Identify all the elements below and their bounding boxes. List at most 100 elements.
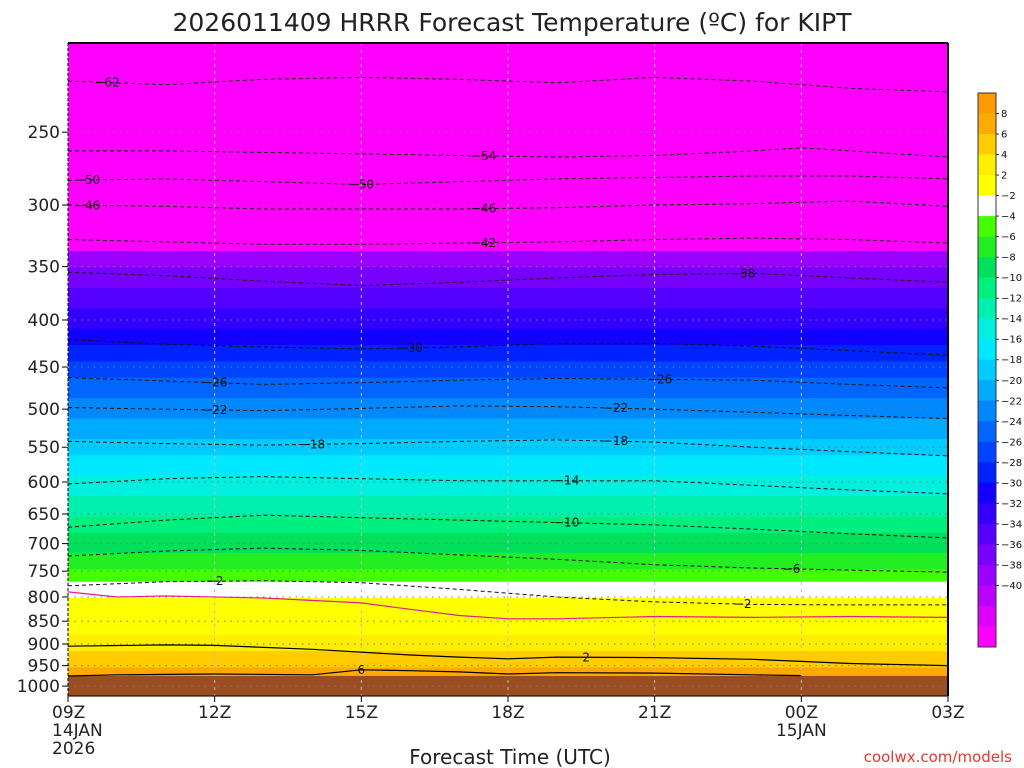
fill-band	[68, 626, 948, 632]
contour-lines: −62−54−50 −50−46 −46−42−38−30−26 −26−22 −22−…	[67, 76, 949, 677]
fill-band	[68, 353, 948, 358]
colorbar-swatch	[978, 441, 996, 463]
fill-band	[68, 418, 948, 424]
colorbar-label: −24	[1001, 417, 1022, 428]
colorbar-label: 8	[1001, 109, 1007, 120]
y-tick-label: 950	[28, 657, 60, 677]
fill-band	[68, 226, 948, 232]
y-tick-label: 500	[28, 400, 60, 420]
contour-label: −18	[603, 434, 628, 448]
fill-band	[68, 373, 948, 379]
fill-band	[68, 516, 948, 522]
fill-band	[68, 283, 948, 289]
fill-band	[68, 79, 948, 85]
fill-band	[68, 467, 948, 473]
fill-band	[68, 59, 948, 65]
fill-band	[68, 598, 948, 603]
contour-label: −50	[349, 178, 374, 192]
colorbar-label: 6	[1001, 130, 1007, 141]
colorbar-swatch	[978, 626, 996, 648]
fill-band	[68, 108, 948, 113]
y-tick-label: 550	[28, 438, 60, 458]
fill-band	[68, 451, 948, 456]
colorbar-swatch	[978, 462, 996, 484]
fill-band	[68, 410, 948, 415]
contour-line-solid	[67, 644, 949, 667]
fill-band	[68, 324, 948, 330]
colorbar-swatch	[978, 134, 996, 155]
x-tick-year: 2026	[52, 739, 95, 759]
fill-band	[68, 340, 948, 346]
colorbar-label: −30	[1001, 478, 1022, 489]
colorbar-swatch	[978, 236, 996, 258]
y-tick-label: 250	[28, 123, 60, 143]
fill-band	[68, 275, 948, 281]
contour-label: −6	[783, 562, 801, 576]
fill-band	[68, 500, 948, 505]
contour-label: −42	[471, 236, 496, 250]
y-tick-label: 900	[28, 635, 60, 655]
fill-band	[68, 667, 948, 673]
y-tick-label: 700	[28, 535, 60, 555]
y-tick-label: 650	[28, 505, 60, 525]
fill-band	[68, 442, 948, 448]
fill-band	[68, 198, 948, 203]
fill-band	[68, 47, 948, 52]
colorbar-swatch	[978, 482, 996, 504]
x-tick-date: 15JAN	[776, 721, 827, 741]
fill-band	[68, 263, 948, 269]
x-tick-label: 12Z	[198, 703, 231, 723]
fill-band	[68, 304, 948, 309]
colorbar-label: −20	[1001, 376, 1022, 387]
fill-band	[68, 549, 948, 554]
colorbar-swatch	[978, 195, 996, 217]
fill-band	[68, 638, 948, 644]
fill-band	[68, 389, 948, 395]
colorbar-swatch	[978, 523, 996, 545]
x-tick-label: 09Z	[52, 703, 85, 723]
contour-label: −54	[471, 149, 496, 163]
fill-band	[68, 242, 948, 248]
fill-band	[68, 491, 948, 497]
colorbar-label: 2	[1001, 171, 1007, 182]
fill-band	[68, 536, 948, 542]
fill-band	[68, 87, 948, 93]
fill-band	[68, 606, 948, 611]
y-tick-label: 300	[28, 196, 60, 216]
fill-band	[68, 124, 948, 130]
colorbar-label: −36	[1001, 540, 1022, 551]
colorbar-swatch	[978, 421, 996, 443]
contour-label: −22	[603, 401, 628, 415]
credit-link[interactable]: coolwx.com/models	[864, 748, 1012, 766]
colorbar-swatch	[978, 93, 996, 114]
contour-label: 6	[358, 663, 366, 677]
colorbar-label: −16	[1001, 335, 1022, 346]
contour-label: 2	[582, 650, 590, 664]
colorbar-label: −32	[1001, 499, 1022, 510]
chart-title: 2026011409 HRRR Forecast Temperature (ºC…	[172, 8, 852, 37]
fill-band	[68, 459, 948, 464]
colorbar-label: −8	[1001, 253, 1016, 264]
fill-band	[68, 520, 948, 526]
fill-band	[68, 647, 948, 652]
colorbar-label: −12	[1001, 294, 1022, 305]
colorbar-label: −40	[1001, 581, 1022, 592]
contour-line-solid	[67, 591, 949, 620]
fill-band	[68, 67, 948, 73]
fill-band	[68, 471, 948, 477]
colorbar-swatch	[978, 503, 996, 525]
surface-block	[68, 676, 948, 696]
fill-band	[68, 51, 948, 56]
colorbar-swatch	[978, 359, 996, 381]
colorbar-swatch	[978, 564, 996, 586]
y-tick-label: 350	[28, 258, 60, 278]
fill-band	[68, 618, 948, 624]
contour-label: −26	[647, 372, 672, 386]
fill-band	[68, 557, 948, 562]
fill-band	[68, 381, 948, 387]
contour-label: −22	[202, 403, 227, 417]
colorbar-swatch	[978, 544, 996, 566]
fill-band	[68, 116, 948, 122]
fill-band	[68, 393, 948, 399]
colorbar-legend: 8 6 4 2 −2 −4 −6 −8 −10 −12 −14 −16 −18 −20 −22 −24 −26 −…	[977, 92, 1022, 648]
